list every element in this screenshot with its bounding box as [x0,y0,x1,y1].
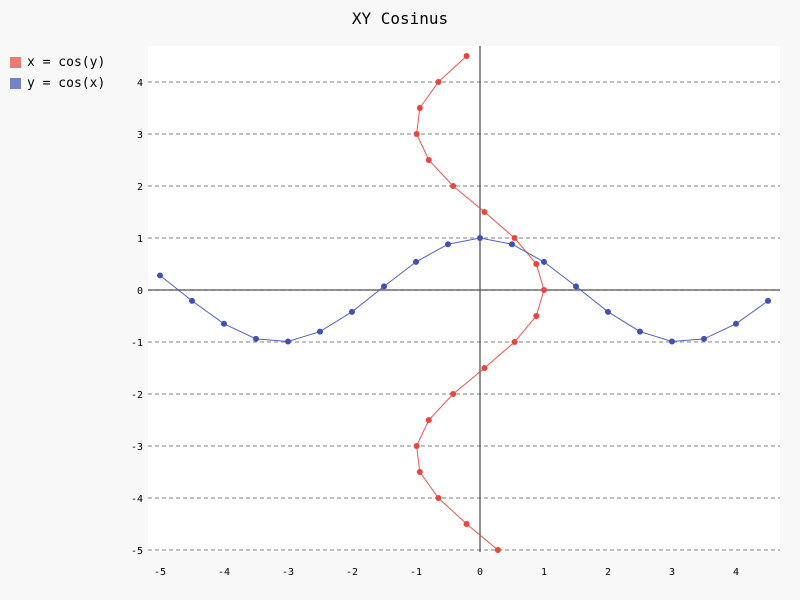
data-point-x-cos-y- [425,417,432,423]
y-tick-label: -5 [131,546,143,557]
data-point-y-cos-x- [157,272,163,279]
y-tick-label: -1 [131,338,143,349]
data-point-y-cos-x- [445,241,451,248]
y-tick-label: -2 [131,390,143,401]
data-point-y-cos-x- [541,258,547,265]
data-point-y-cos-x- [637,328,643,335]
data-point-y-cos-x- [413,258,419,265]
data-point-y-cos-x- [701,335,707,342]
legend-item-y-cos-x[interactable]: y = cos(x) [10,75,105,91]
legend-label-x-cos-y: x = cos(y) [27,54,106,70]
data-point-y-cos-x- [285,338,291,345]
legend-label-y-cos-x: y = cos(x) [27,75,106,91]
y-tick-label: 4 [137,78,143,89]
data-point-x-cos-y- [533,313,540,319]
data-point-x-cos-y- [416,469,423,475]
x-tick-label: -4 [218,567,230,578]
data-point-x-cos-y- [494,547,501,553]
series-line-x-cos-y- [416,55,545,551]
x-tick-label: 4 [733,567,739,578]
x-tick-label: 0 [477,567,483,578]
data-point-x-cos-y- [481,365,488,371]
data-point-x-cos-y- [541,287,547,293]
y-tick-label: 2 [137,182,143,193]
data-point-y-cos-x- [221,320,227,327]
y-tick-label: -4 [131,494,143,505]
legend-item-x-cos-y[interactable]: x = cos(y) [10,54,105,70]
x-tick-label: 2 [605,567,611,578]
data-point-x-cos-y- [425,157,432,163]
data-point-y-cos-x- [349,308,355,315]
data-point-x-cos-y- [481,209,488,215]
legend-swatch-x-cos-y [10,56,21,68]
data-point-x-cos-y- [511,339,518,345]
y-tick-label: 1 [137,234,143,245]
data-point-x-cos-y- [450,391,457,397]
series-line-y-cos-x- [159,237,769,343]
y-tick-label: 0 [137,286,143,297]
data-point-x-cos-y- [450,183,457,189]
data-point-x-cos-y- [413,131,420,137]
data-point-y-cos-x- [733,320,739,327]
data-point-x-cos-y- [416,105,423,111]
data-point-y-cos-x- [189,297,195,304]
plot-background [148,46,780,552]
legend-swatch-y-cos-x [10,77,21,89]
x-tick-label: -5 [154,567,166,578]
data-point-y-cos-x- [253,335,259,342]
data-point-x-cos-y- [463,53,470,59]
x-tick-label: -2 [346,567,358,578]
data-point-x-cos-y- [533,261,540,267]
y-tick-label: 3 [137,130,143,141]
data-point-y-cos-x- [573,283,579,290]
chart-title: XY Cosinus [351,9,449,28]
data-point-x-cos-y- [435,495,442,501]
data-point-y-cos-x- [381,283,387,290]
data-point-x-cos-y- [413,443,420,449]
x-tick-label: 1 [541,567,547,578]
data-point-y-cos-x- [477,235,483,241]
data-point-y-cos-x- [765,297,771,304]
data-point-x-cos-y- [511,235,518,241]
data-point-y-cos-x- [509,241,515,248]
data-point-y-cos-x- [317,328,323,335]
data-point-x-cos-y- [463,521,470,527]
data-point-x-cos-y- [435,79,442,85]
x-tick-label: 3 [669,567,675,578]
data-point-y-cos-x- [669,338,675,345]
x-tick-label: -3 [282,567,294,578]
y-tick-label: -3 [131,442,143,453]
x-tick-label: -1 [410,567,422,578]
data-point-y-cos-x- [605,308,611,315]
